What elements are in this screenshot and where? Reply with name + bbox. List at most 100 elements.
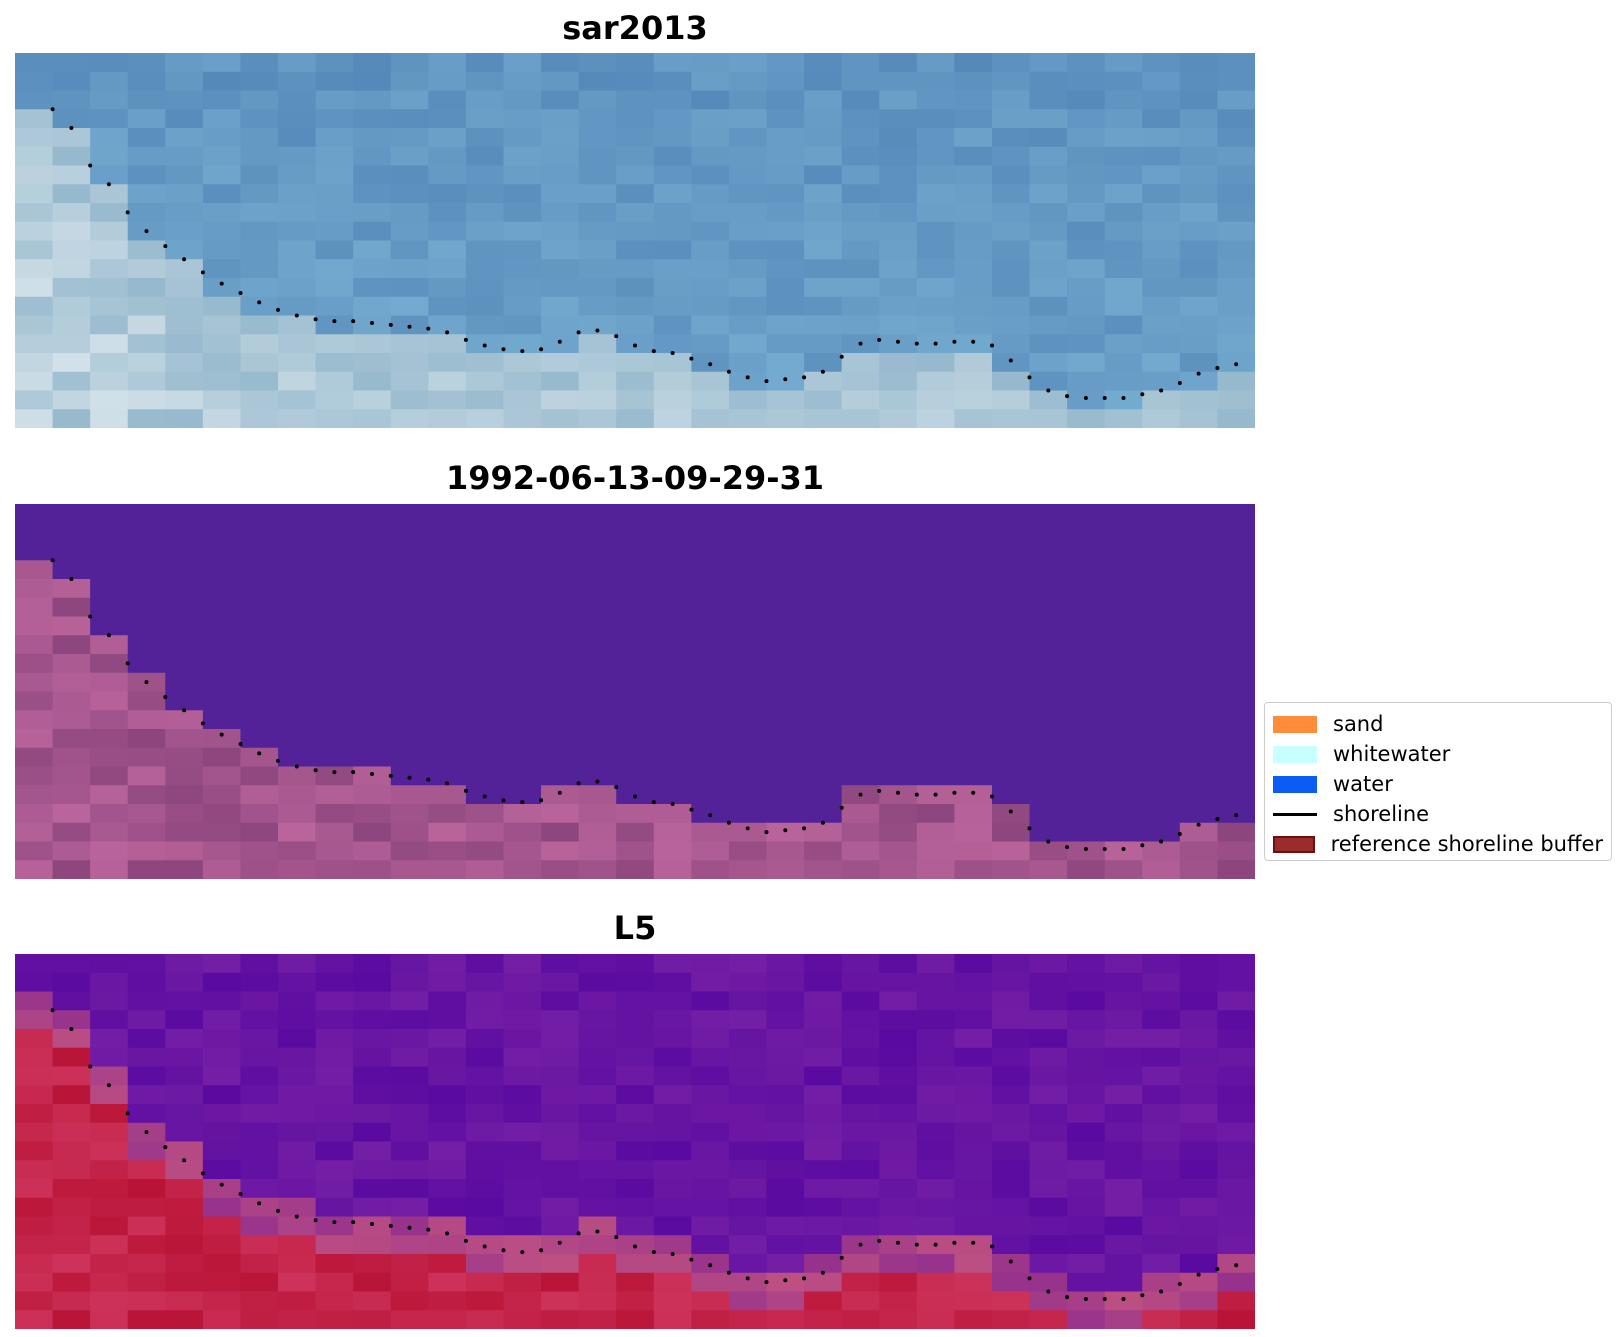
pixel-cell: [991, 165, 1031, 185]
pixel-cell: [653, 616, 692, 636]
shoreline-point: [877, 337, 882, 342]
pixel-cell: [728, 184, 768, 204]
pixel-cell: [1179, 747, 1219, 768]
pixel-cell: [1029, 541, 1068, 561]
pixel-cell: [728, 729, 768, 749]
pixel-cell: [353, 635, 392, 655]
pixel-cell: [278, 1272, 317, 1293]
shoreline-point: [163, 244, 168, 249]
pixel-cell: [1067, 729, 1106, 749]
pixel-cell: [390, 635, 429, 655]
pixel-cell: [841, 1029, 880, 1049]
pixel-cell: [127, 1216, 166, 1236]
pixel-cell: [991, 841, 1031, 861]
pixel-cell: [428, 128, 467, 148]
pixel-cell: [278, 1197, 317, 1218]
pixel-cell: [15, 371, 54, 392]
pixel-cell: [428, 1104, 467, 1124]
pixel-cell: [728, 240, 768, 260]
pixel-cell: [728, 635, 768, 655]
pixel-cell: [1029, 635, 1068, 655]
pixel-cell: [728, 1160, 768, 1180]
shoreline-point: [1234, 1263, 1239, 1268]
pixel-cell: [991, 1066, 1031, 1086]
pixel-cell: [916, 184, 955, 204]
pixel-cell: [353, 597, 392, 618]
pixel-cell: [653, 804, 692, 824]
pixel-cell: [278, 1310, 317, 1329]
pixel-cell: [465, 597, 505, 618]
pixel-cell: [1142, 296, 1181, 317]
pixel-cell: [503, 841, 542, 861]
pixel-cell: [315, 221, 354, 242]
pixel-cell: [202, 71, 242, 92]
pixel-cell: [428, 146, 467, 167]
pixel-cell: [127, 654, 166, 674]
pixel-cell: [465, 522, 505, 543]
pixel-cell: [804, 409, 843, 428]
pixel-cell: [428, 296, 467, 317]
pixel-cell: [1142, 1047, 1181, 1068]
pixel-cell: [653, 259, 692, 279]
shoreline-point: [388, 322, 393, 327]
pixel-cell: [766, 128, 805, 148]
pixel-cell: [691, 315, 730, 335]
pixel-cell: [766, 972, 805, 993]
pixel-cell: [90, 1047, 129, 1068]
pixel-cell: [1104, 240, 1143, 260]
pixel-cell: [804, 691, 843, 711]
pixel-cell: [541, 1179, 580, 1199]
pixel-cell: [1067, 1066, 1106, 1086]
pixel-cell: [728, 296, 768, 317]
pixel-cell: [240, 1047, 279, 1068]
pixel-cell: [390, 560, 429, 580]
pixel-cell: [578, 1160, 617, 1180]
pixel-cell: [428, 541, 467, 561]
pixel-cell: [1142, 53, 1181, 73]
pixel-cell: [52, 1010, 91, 1030]
pixel-cell: [1179, 165, 1219, 185]
pixel-cell: [278, 785, 317, 805]
pixel-cell: [165, 53, 204, 73]
pixel-cell: [841, 1085, 880, 1105]
pixel-cell: [465, 1291, 505, 1311]
shoreline-point: [633, 1244, 637, 1249]
pixel-cell: [127, 334, 166, 354]
pixel-cell: [916, 409, 955, 428]
panel-title-index: L5: [613, 909, 657, 947]
pixel-cell: [766, 822, 805, 843]
pixel-cell: [1104, 1310, 1143, 1329]
pixel-cell: [165, 371, 204, 392]
shoreline-point: [877, 1238, 882, 1243]
pixel-cell: [879, 259, 918, 279]
pixel-cell: [503, 672, 542, 693]
pixel-cell: [1067, 1272, 1106, 1293]
pixel-cell: [1142, 822, 1181, 843]
pixel-cell: [1029, 353, 1068, 373]
pixel-cell: [240, 672, 279, 693]
pixel-cell: [15, 184, 54, 204]
pixel-cell: [202, 1235, 242, 1255]
pixel-cell: [616, 71, 655, 92]
pixel-cell: [353, 1141, 392, 1161]
pixel-cell: [90, 972, 129, 993]
pixel-cell: [127, 1272, 166, 1293]
pixel-cell: [804, 203, 843, 223]
pixel-cell: [954, 203, 993, 223]
pixel-cell: [653, 972, 692, 993]
pixel-cell: [541, 1029, 580, 1049]
pixel-cell: [653, 1029, 692, 1049]
pixel-cell: [202, 296, 242, 317]
pixel-cell: [390, 804, 429, 824]
pixel-cell: [315, 841, 354, 861]
pixel-cell: [1104, 390, 1143, 410]
shoreline-point: [708, 1263, 713, 1268]
shoreline-point: [1215, 366, 1220, 370]
pixel-cell: [879, 991, 918, 1011]
pixel-cell: [1029, 597, 1068, 618]
pixel-cell: [127, 729, 166, 749]
pixel-cell: [879, 165, 918, 185]
pixel-cell: [202, 90, 242, 110]
pixel-cell: [165, 541, 204, 561]
pixel-cell: [202, 766, 242, 786]
